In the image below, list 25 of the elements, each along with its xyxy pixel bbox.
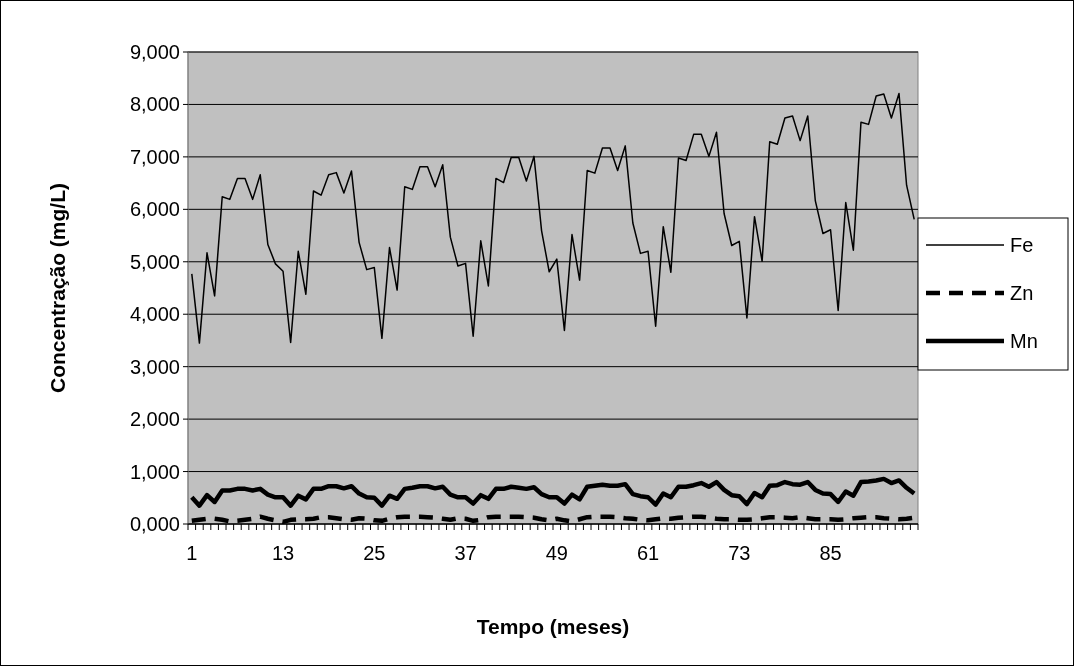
y-tick-label: 8,000: [129, 93, 180, 116]
y-tick-label: 0,000: [129, 513, 180, 535]
x-tick-label: 1: [186, 542, 198, 564]
x-tick-label: 37: [454, 542, 477, 564]
x-tick-label: 73: [728, 542, 751, 564]
y-tick-label: 5,000: [129, 250, 180, 273]
line-series: [191, 92, 915, 344]
legend-label: Fe: [1010, 234, 1034, 256]
y-tick-label: 1,000: [129, 460, 180, 483]
y-tick-label: 4,000: [129, 303, 180, 326]
y-tick-label: 7,000: [129, 145, 180, 168]
y-tick-label: 2,000: [129, 408, 180, 431]
y-tick-label: 9,000: [129, 41, 180, 63]
x-axis-title: Tempo (meses): [476, 615, 630, 638]
x-tick-label: 25: [363, 542, 386, 564]
x-tick-label: 49: [545, 542, 568, 564]
y-axis-title: Concentração (mg/L): [46, 182, 69, 394]
x-tick-label: 13: [271, 542, 295, 564]
line-series: [189, 476, 917, 508]
x-tick-label: 85: [819, 542, 842, 564]
x-tick-label: 61: [636, 542, 660, 564]
y-tick-label: 3,000: [129, 355, 180, 378]
legend-label: Zn: [1010, 282, 1034, 304]
y-tick-label: 6,000: [129, 198, 180, 221]
legend-label: Mn: [1010, 330, 1038, 352]
